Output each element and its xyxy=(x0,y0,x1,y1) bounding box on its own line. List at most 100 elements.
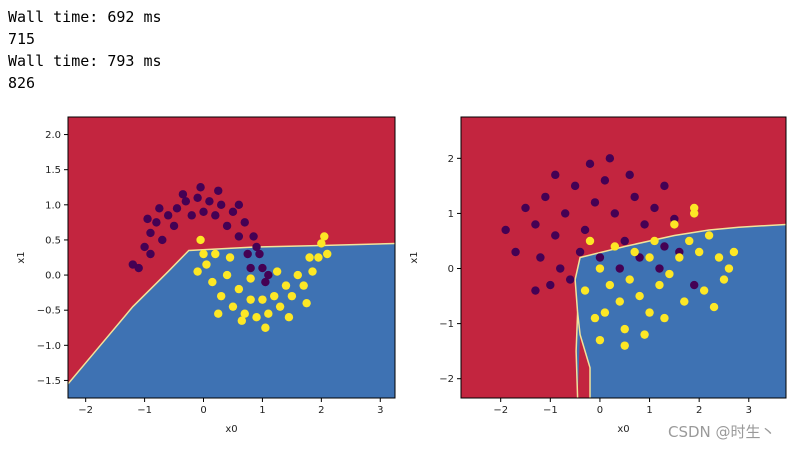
data-point-class1 xyxy=(225,253,235,262)
data-point-class0 xyxy=(146,228,155,238)
data-point-class1 xyxy=(246,295,255,304)
data-point-class0 xyxy=(234,200,244,210)
data-point-class0 xyxy=(556,264,565,273)
decision-region-class1 xyxy=(68,243,395,398)
data-point-class0 xyxy=(660,242,669,251)
x-tick-label: 2 xyxy=(696,405,702,416)
decision-region-class1 xyxy=(575,224,786,398)
plot-area xyxy=(68,117,395,398)
y-tick-label: 1.5 xyxy=(45,165,61,176)
y-tick-label: −0.5 xyxy=(37,306,61,317)
data-point-class1 xyxy=(317,239,326,248)
data-point-class0 xyxy=(205,197,214,206)
csdn-watermark: CSDN @时生丶 xyxy=(668,423,776,441)
y-tick-label: 2.0 xyxy=(45,130,61,141)
data-point-class0 xyxy=(172,204,182,213)
plot-frame xyxy=(460,116,787,399)
data-point-class1 xyxy=(595,335,605,345)
data-point-class1 xyxy=(214,309,223,318)
output-line-walltime-1: Wall time: 692 ms xyxy=(8,8,162,26)
data-point-class1 xyxy=(665,269,674,279)
data-point-class1 xyxy=(284,313,294,322)
data-point-class1 xyxy=(287,291,297,301)
data-point-class1 xyxy=(293,270,302,280)
data-point-class1 xyxy=(685,236,694,246)
y-tick-label: 0.5 xyxy=(45,235,61,246)
data-point-class0 xyxy=(575,247,585,257)
data-point-class0 xyxy=(199,207,208,217)
data-point-class1 xyxy=(699,286,709,295)
data-point-class1 xyxy=(729,247,739,257)
data-point-class1 xyxy=(272,267,282,276)
data-point-class0 xyxy=(243,249,252,259)
y-axis-label: x1 xyxy=(409,251,420,263)
y-tick-label: 0 xyxy=(448,264,454,275)
x-tick-label: 0 xyxy=(597,405,603,416)
data-point-class1 xyxy=(202,260,211,269)
decision-boundary-line xyxy=(574,223,786,398)
y-tick-label: −1.5 xyxy=(37,376,61,387)
data-point-class1 xyxy=(314,253,323,262)
data-point-class0 xyxy=(585,159,595,169)
y-tick-label: 1.0 xyxy=(45,200,61,211)
data-point-class0 xyxy=(600,176,610,185)
data-point-class1 xyxy=(302,298,311,308)
data-point-class0 xyxy=(615,264,624,273)
x-tick-label: −1 xyxy=(137,405,152,416)
data-point-class0 xyxy=(258,263,267,273)
data-point-class0 xyxy=(565,275,575,284)
data-point-class1 xyxy=(305,253,314,262)
data-point-class0 xyxy=(246,263,255,273)
x-axis-label: x0 xyxy=(617,424,629,435)
data-point-class1 xyxy=(281,281,291,290)
plot-frame xyxy=(67,116,396,399)
x-axis-label: x0 xyxy=(225,424,237,435)
chart-2: −2 −1 0 1 2 3 −2 −1 0 1 2 x0 x1 xyxy=(409,116,787,435)
data-point-class0 xyxy=(228,207,238,217)
data-point-class1 xyxy=(595,264,605,273)
data-point-class0 xyxy=(605,154,615,163)
data-point-class0 xyxy=(146,249,155,259)
data-point-class0 xyxy=(660,181,669,191)
data-point-class1 xyxy=(585,236,595,246)
data-point-class0 xyxy=(625,170,634,180)
data-point-class1 xyxy=(714,253,724,262)
x-tick-label: −2 xyxy=(78,405,93,416)
data-point-class1 xyxy=(635,291,644,301)
data-point-class1 xyxy=(600,308,610,317)
data-point-class1 xyxy=(258,295,267,304)
data-point-class0 xyxy=(234,232,244,241)
data-point-class0 xyxy=(580,225,590,235)
data-point-class0 xyxy=(140,242,149,252)
data-point-class0 xyxy=(264,270,273,280)
data-point-class1 xyxy=(299,281,308,290)
data-point-class0 xyxy=(240,218,249,227)
data-point-class0 xyxy=(560,209,570,218)
data-point-class1 xyxy=(680,297,689,306)
notebook-output: Wall time: 692 ms 715 Wall time: 793 ms … xyxy=(8,6,162,94)
data-point-class0 xyxy=(551,170,560,180)
data-point-class1 xyxy=(620,324,629,334)
y-tick-label: −2 xyxy=(439,374,454,385)
data-point-class1 xyxy=(323,249,332,259)
data-point-class1 xyxy=(228,302,238,311)
data-point-class0 xyxy=(501,225,510,235)
data-point-class1 xyxy=(264,309,273,318)
data-point-class1 xyxy=(590,313,600,323)
x-tick-label: −2 xyxy=(493,405,508,416)
x-tick-label: 1 xyxy=(259,405,265,416)
data-point-class1 xyxy=(252,313,261,322)
data-point-class1 xyxy=(580,286,590,295)
data-point-class0 xyxy=(155,204,164,213)
data-point-class1 xyxy=(709,302,719,312)
data-point-class0 xyxy=(531,286,540,295)
data-point-class1 xyxy=(196,235,205,245)
data-point-class0 xyxy=(196,183,205,192)
chart-1: −2 −1 0 1 2 3 −1.5 −1.0 −0.5 0.0 0.5 1.0 1.5 2.0 x0 x1 xyxy=(16,116,396,435)
data-point-class0 xyxy=(590,198,600,207)
data-point-class1 xyxy=(240,309,249,318)
data-point-class1 xyxy=(670,220,679,229)
x-tick-label: 3 xyxy=(746,405,752,416)
data-point-class0 xyxy=(655,264,664,273)
data-point-class0 xyxy=(187,211,196,220)
